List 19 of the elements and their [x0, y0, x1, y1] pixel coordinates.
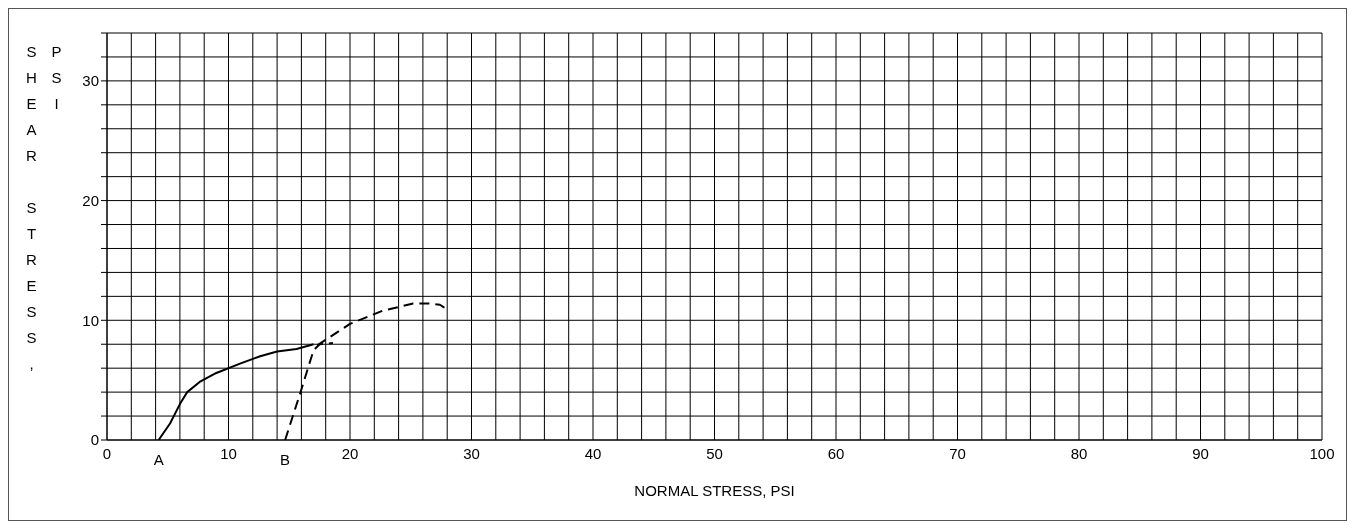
y-tick-label: 10	[82, 311, 99, 329]
x-tick-label: 60	[827, 444, 845, 462]
x-tick-label: 40	[584, 444, 602, 462]
x-tick-label: 0	[102, 444, 112, 462]
x-tick-label: 100	[1309, 444, 1335, 462]
x-tick-label: 80	[1070, 444, 1088, 462]
x-tick-label: 10	[220, 444, 237, 462]
annotation: B	[280, 450, 291, 468]
x-tick-label: 20	[341, 444, 359, 462]
x-axis-title: NORMAL STRESS, PSI	[634, 482, 795, 499]
y-tick-label: 20	[82, 191, 99, 209]
y-tick-label: 30	[82, 72, 99, 90]
x-tick-label: 50	[706, 444, 723, 462]
y-tick-label: 0	[90, 431, 99, 449]
x-tick-label: 30	[463, 444, 480, 462]
x-tick-label: 70	[949, 444, 966, 462]
y-axis-title: SHEAR STRESS, PSI	[22, 43, 66, 383]
annotation: A	[153, 450, 164, 468]
x-tick-label: 90	[1192, 444, 1209, 462]
